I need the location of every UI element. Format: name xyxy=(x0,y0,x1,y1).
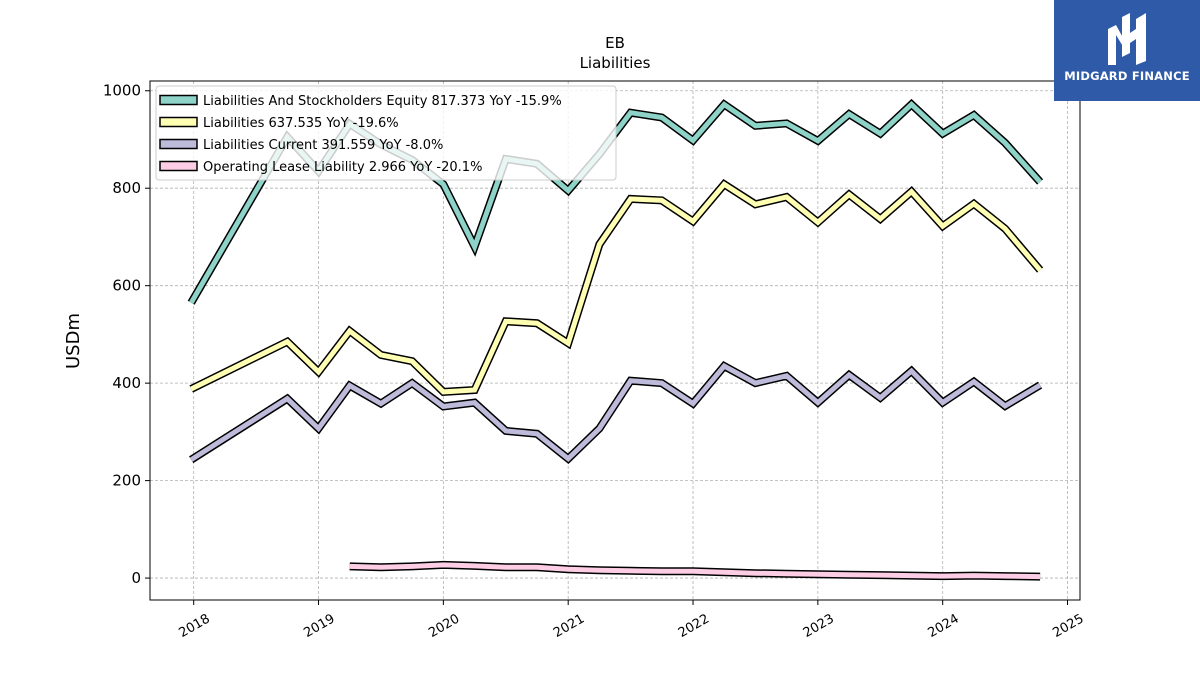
x-tick-label: 2025 xyxy=(1050,611,1086,641)
y-tick-label: 400 xyxy=(112,374,141,392)
legend-swatch xyxy=(159,116,198,128)
axes: 0 200 400 600 800 1000 2018 2019 2020 2021 2022 202… xyxy=(103,82,1087,641)
series-line-3 xyxy=(189,361,1043,465)
legend-label: Operating Lease Liability 2.966 YoY -20.… xyxy=(203,160,482,175)
brand-name: MIDGARD FINANCE xyxy=(1064,69,1190,83)
x-tick-label: 2021 xyxy=(551,611,587,641)
y-tick-label: 800 xyxy=(112,179,141,197)
legend-entry: Operating Lease Liability 2.966 YoY -20.… xyxy=(159,160,482,175)
y-tick-label: 600 xyxy=(112,277,141,295)
legend-entry: Liabilities 637.535 YoY -19.6% xyxy=(159,116,399,131)
y-tick-label: 0 xyxy=(131,569,141,587)
legend-frame xyxy=(155,85,617,181)
series-line-4 xyxy=(349,560,1041,581)
legend-swatch xyxy=(159,138,198,150)
series-stroke xyxy=(189,362,1042,463)
legend-label: Liabilities Current 391.559 YoY -8.0% xyxy=(203,138,443,153)
x-tick-label: 2023 xyxy=(801,611,837,641)
x-tick-label: 2024 xyxy=(926,611,962,641)
legend: Liabilities And Stockholders Equity 817.… xyxy=(155,85,617,181)
y-tick-label: 1000 xyxy=(103,82,141,100)
legend-entry: Liabilities Current 391.559 YoY -8.0% xyxy=(159,138,443,153)
x-tick-label: 2022 xyxy=(676,611,712,641)
midgard-m-logo-icon xyxy=(1108,13,1146,65)
y-axis-label: USDm xyxy=(63,313,84,369)
legend-label: Liabilities And Stockholders Equity 817.… xyxy=(203,94,562,109)
series-line-2 xyxy=(189,179,1044,397)
brand-badge: MIDGARD FINANCE xyxy=(1054,0,1200,101)
plot-area-frame xyxy=(149,80,1081,601)
y-tick-label: 200 xyxy=(112,472,141,490)
legend-swatch xyxy=(159,94,198,106)
legend-label: Liabilities 637.535 YoY -19.6% xyxy=(203,116,399,131)
chart-subtitle: Liabilities xyxy=(580,54,651,72)
x-tick-label: 2020 xyxy=(426,611,462,641)
x-tick-label: 2019 xyxy=(301,611,337,641)
series-stroke xyxy=(190,181,1043,395)
chart-title: EB xyxy=(605,34,625,52)
legend-swatch xyxy=(159,160,198,172)
legend-entry: Liabilities And Stockholders Equity 817.… xyxy=(159,94,562,109)
series-stroke xyxy=(349,562,1041,580)
x-tick-label: 2018 xyxy=(177,611,213,641)
